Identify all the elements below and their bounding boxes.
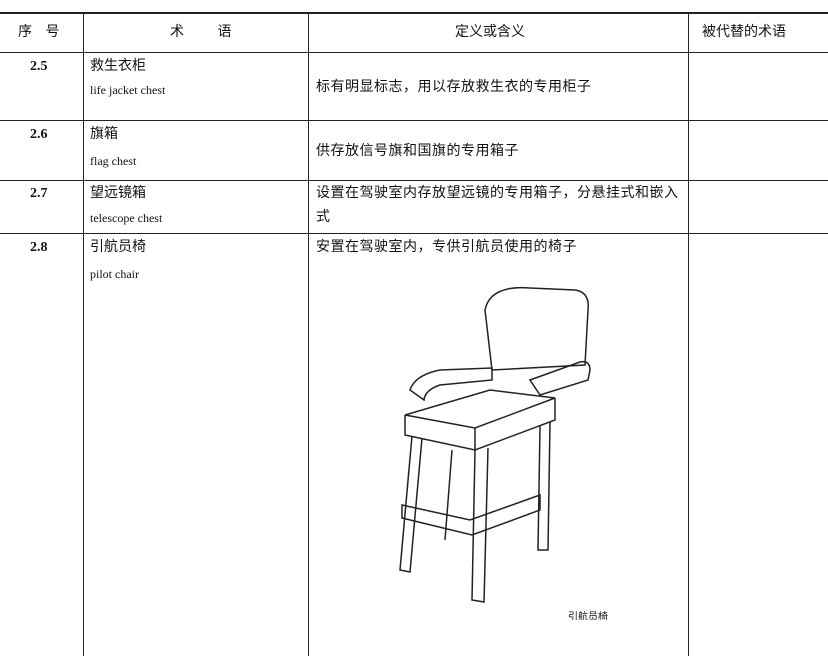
rule: [0, 52, 828, 53]
chair-back: [484, 286, 589, 371]
term-en: pilot chair: [90, 267, 139, 281]
header-cell: 被代替的术语: [702, 25, 786, 40]
column-rule: [83, 12, 84, 656]
definition: 供存放信号旗和国旗的专用箱子: [316, 144, 519, 159]
term: 救生衣柜: [90, 59, 146, 74]
chair-arm: [409, 367, 493, 402]
row-number: 2.5: [30, 59, 48, 74]
chair-leg: [399, 421, 551, 603]
header-cell: 定义或含义: [455, 25, 525, 40]
chair-figure: 引航员椅: [399, 286, 608, 620]
definition: 设置在驾驶室内存放望远镜的专用箱子，分悬挂式和嵌入式: [316, 186, 679, 225]
definition: 标有明显标志，用以存放救生衣的专用柜子: [316, 80, 592, 95]
row-number: 2.7: [30, 186, 48, 201]
term-en: flag chest: [90, 154, 137, 168]
term: 望远镜箱: [90, 186, 146, 201]
rule: [0, 120, 828, 121]
chair-seat: [404, 389, 556, 429]
chair-arm: [528, 360, 591, 396]
figure-caption: 引航员椅: [568, 610, 608, 620]
row-number: 2.6: [30, 127, 48, 142]
rule: [0, 180, 828, 181]
column-rule: [308, 12, 309, 656]
term: 引航员椅: [90, 240, 146, 255]
header-cell: 序 号: [18, 25, 60, 40]
definition: 安置在驾驶室内，专供引航员使用的椅子: [316, 240, 577, 255]
term: 旗箱: [90, 127, 118, 142]
term-en: telescope chest: [90, 211, 163, 225]
row-number: 2.8: [30, 240, 48, 255]
rule: [0, 12, 828, 14]
term-en: life jacket chest: [90, 83, 166, 97]
header-cell: 术 语: [170, 25, 232, 40]
column-rule: [688, 12, 689, 656]
chair-footrest: [401, 493, 541, 536]
rule: [0, 233, 828, 234]
